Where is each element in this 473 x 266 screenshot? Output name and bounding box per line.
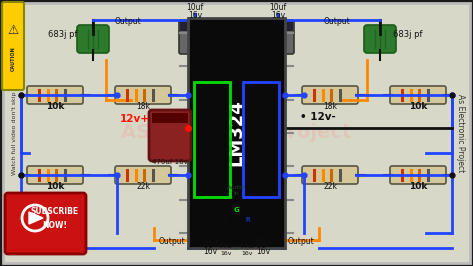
Text: 16v: 16v: [271, 11, 285, 20]
FancyBboxPatch shape: [179, 20, 211, 54]
Text: R: R: [245, 217, 250, 223]
Polygon shape: [29, 212, 43, 224]
FancyBboxPatch shape: [302, 86, 358, 104]
Text: Output: Output: [288, 237, 315, 246]
Text: As Electronic Project: As Electronic Project: [456, 94, 465, 172]
FancyBboxPatch shape: [27, 86, 83, 104]
Text: L: L: [222, 217, 226, 223]
Text: 16v: 16v: [203, 247, 217, 256]
Text: 683j pf: 683j pf: [393, 30, 423, 39]
FancyBboxPatch shape: [5, 193, 86, 254]
Text: 16v: 16v: [256, 247, 270, 256]
Text: CAUTION: CAUTION: [10, 46, 16, 71]
Bar: [243, 82, 279, 197]
Text: ⚠: ⚠: [8, 23, 18, 36]
Text: G: G: [233, 207, 239, 213]
Text: NOW!: NOW!: [43, 221, 68, 230]
Text: 10k: 10k: [409, 182, 427, 191]
Bar: [188, 18, 285, 248]
Text: 4.7uf: 4.7uf: [239, 244, 255, 249]
Text: 10uf: 10uf: [270, 3, 287, 12]
Text: 16v: 16v: [188, 11, 202, 20]
Text: Audio
in: Audio in: [227, 185, 245, 196]
Text: 470uf 16v: 470uf 16v: [152, 159, 188, 165]
Text: • 12v-: • 12v-: [300, 112, 336, 122]
FancyBboxPatch shape: [234, 208, 260, 236]
Text: 10k: 10k: [46, 182, 64, 191]
Text: 12v+: 12v+: [120, 114, 150, 124]
Text: 16v: 16v: [241, 251, 253, 256]
FancyBboxPatch shape: [194, 200, 226, 234]
FancyBboxPatch shape: [364, 25, 396, 53]
Text: 18k: 18k: [323, 102, 337, 111]
Text: 683j pf: 683j pf: [48, 30, 78, 39]
Bar: [194, 82, 230, 197]
FancyBboxPatch shape: [213, 208, 239, 236]
FancyBboxPatch shape: [27, 166, 83, 184]
Text: Watch full video don't skip: Watch full video don't skip: [11, 91, 17, 175]
FancyBboxPatch shape: [247, 200, 279, 234]
FancyBboxPatch shape: [263, 21, 293, 31]
FancyBboxPatch shape: [180, 21, 210, 31]
FancyBboxPatch shape: [390, 86, 446, 104]
Bar: [152, 113, 188, 123]
Text: LM324: LM324: [228, 100, 245, 166]
Text: Output: Output: [323, 17, 350, 26]
FancyBboxPatch shape: [149, 110, 191, 161]
Text: 10k: 10k: [409, 102, 427, 111]
FancyBboxPatch shape: [195, 201, 225, 211]
Text: 18k: 18k: [136, 102, 150, 111]
FancyBboxPatch shape: [115, 166, 171, 184]
FancyBboxPatch shape: [302, 166, 358, 184]
FancyBboxPatch shape: [2, 2, 24, 90]
Text: 10uf: 10uf: [254, 239, 272, 248]
Text: 10k: 10k: [46, 102, 64, 111]
Text: Output: Output: [115, 17, 142, 26]
Text: 4.7uf: 4.7uf: [218, 244, 234, 249]
Text: 10uf: 10uf: [201, 239, 219, 248]
Text: 22k: 22k: [136, 182, 150, 191]
Text: AS Electronic Project: AS Electronic Project: [121, 123, 352, 143]
Text: Output: Output: [158, 237, 185, 246]
Text: 10uf: 10uf: [186, 3, 203, 12]
FancyBboxPatch shape: [248, 201, 278, 211]
Text: 22k: 22k: [323, 182, 337, 191]
FancyBboxPatch shape: [390, 166, 446, 184]
FancyBboxPatch shape: [77, 25, 109, 53]
Circle shape: [22, 205, 48, 231]
Text: SUBSCRIBE: SUBSCRIBE: [31, 207, 79, 216]
FancyBboxPatch shape: [262, 20, 294, 54]
FancyBboxPatch shape: [115, 86, 171, 104]
Text: 16v: 16v: [220, 251, 232, 256]
